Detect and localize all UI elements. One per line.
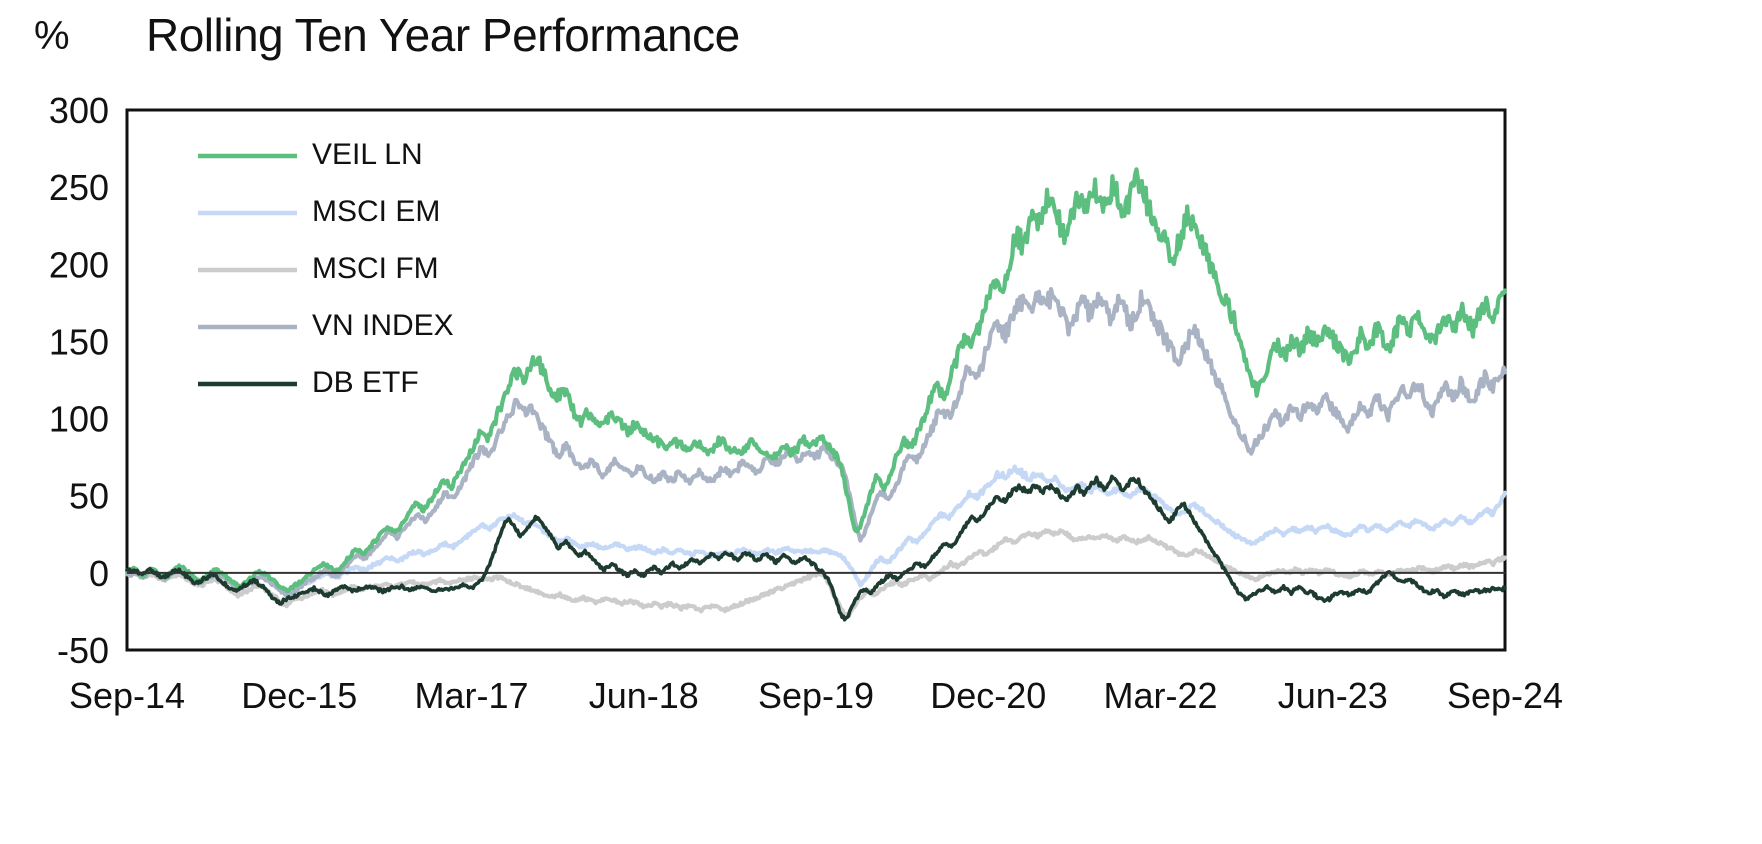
- y-tick-label: 50: [69, 476, 109, 517]
- x-tick-label: Mar-17: [414, 675, 528, 716]
- legend-label-veil-ln: VEIL LN: [312, 138, 423, 171]
- series-line-vn-index: [124, 287, 1508, 598]
- plot-frame: [125, 108, 1507, 652]
- series-line-db-etf: [125, 474, 1507, 622]
- plot-axis-lines: [125, 108, 1507, 652]
- x-tick-label: Sep-14: [69, 675, 185, 716]
- chart-legend: VEIL LN MSCI EM MSCI FM VN INDEX DB ETF: [198, 138, 454, 399]
- y-tick-label: -50: [57, 630, 109, 671]
- y-tick-label: 0: [89, 553, 109, 594]
- y-axis-unit-label: %: [34, 14, 70, 58]
- x-tick-label: Dec-15: [241, 675, 357, 716]
- x-tick-label: Dec-20: [930, 675, 1046, 716]
- x-axis-tick-labels: Sep-14 Dec-15 Mar-17 Jun-18 Sep-19 Dec-20 Mar-…: [69, 675, 1563, 716]
- chart-title: Rolling Ten Year Performance: [146, 9, 740, 61]
- y-tick-label: 250: [49, 167, 109, 208]
- y-tick-label: 300: [49, 90, 109, 131]
- y-tick-label: 200: [49, 244, 109, 285]
- legend-label-vn-index: VN INDEX: [312, 309, 454, 342]
- x-tick-label: Sep-24: [1447, 675, 1563, 716]
- x-tick-label: Mar-22: [1103, 675, 1217, 716]
- y-axis-tick-labels: 300 250 200 150 100 50 0 -50: [49, 90, 109, 671]
- legend-label-msci-fm: MSCI FM: [312, 252, 439, 285]
- series-line-msci-em: [124, 464, 1508, 597]
- series-line-msci-fm: [124, 528, 1508, 619]
- x-tick-label: Sep-19: [758, 675, 874, 716]
- x-tick-label: Jun-18: [589, 675, 699, 716]
- series-lines: [124, 167, 1508, 622]
- series-line-veil-ln: [124, 167, 1508, 594]
- legend-label-db-etf: DB ETF: [312, 366, 419, 399]
- x-tick-label: Jun-23: [1278, 675, 1388, 716]
- y-tick-label: 100: [49, 399, 109, 440]
- y-tick-label: 150: [49, 321, 109, 362]
- legend-label-msci-em: MSCI EM: [312, 195, 440, 228]
